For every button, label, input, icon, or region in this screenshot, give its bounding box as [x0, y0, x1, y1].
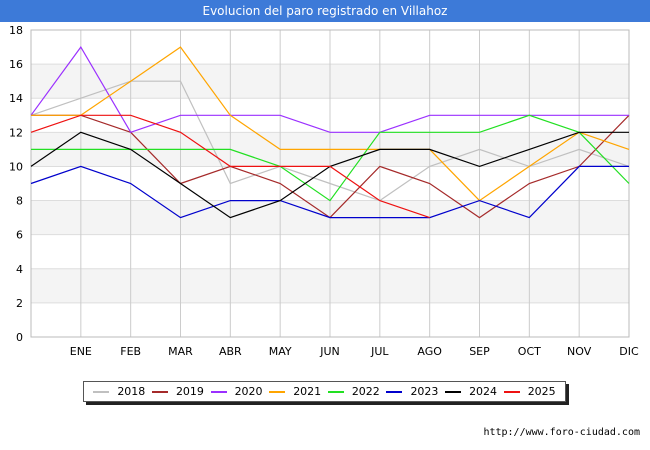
x-tick-label: NOV [567, 345, 592, 358]
legend-swatch [93, 390, 110, 393]
y-tick-label: 2 [16, 297, 23, 310]
legend-swatch [386, 390, 403, 393]
x-tick-label: JUN [319, 345, 340, 358]
legend-item-2022: 2022 [327, 385, 380, 398]
legend-item-2023: 2023 [386, 385, 438, 398]
footer-url[interactable]: http://www.foro-ciudad.com [483, 427, 640, 438]
legend-item-2018: 2018 [93, 385, 145, 398]
legend-label: 2021 [293, 385, 322, 398]
legend-label: 2019 [175, 385, 204, 398]
x-tick-label: OCT [518, 345, 541, 358]
y-tick-label: 12 [9, 126, 23, 139]
x-tick-label: AGO [417, 345, 442, 358]
x-tick-label: ENE [70, 345, 92, 358]
legend-item-2024: 2024 [445, 385, 497, 398]
legend-label: 2018 [117, 385, 146, 398]
y-tick-label: 4 [16, 263, 23, 276]
y-tick-label: 18 [9, 24, 23, 37]
x-tick-label: MAR [168, 345, 193, 358]
x-tick-label: ABR [219, 345, 242, 358]
series-line-2023 [30, 165, 629, 219]
series-line-2021 [31, 46, 630, 202]
chart-legend: 2018 2019 2020 2021 2022 2023 2024 2025 [83, 381, 566, 402]
y-tick-label: 0 [16, 331, 23, 344]
legend-item-2021: 2021 [269, 385, 321, 398]
legend-label: 2020 [234, 385, 263, 398]
legend-label: 2022 [351, 385, 380, 398]
legend-swatch [445, 390, 462, 393]
y-tick-label: 14 [9, 92, 23, 105]
x-tick-label: SEP [469, 345, 490, 358]
y-tick-label: 6 [16, 229, 23, 242]
legend-item-2019: 2019 [151, 385, 204, 398]
series-line-2025 [30, 114, 430, 219]
x-tick-label: MAY [269, 345, 292, 358]
y-tick-label: 10 [9, 160, 23, 173]
legend-item-2025: 2025 [503, 385, 556, 398]
legend-label: 2023 [410, 385, 439, 398]
x-tick-label: DIC [619, 345, 639, 358]
y-tick-label: 8 [16, 195, 23, 208]
legend-swatch [503, 390, 520, 393]
legend-item-2020: 2020 [210, 385, 263, 398]
x-tick-label: JUL [370, 345, 389, 358]
legend-swatch [210, 390, 227, 393]
x-tick-label: FEB [120, 345, 141, 358]
y-tick-label: 16 [9, 58, 23, 71]
legend-swatch [327, 390, 344, 393]
legend-swatch [151, 390, 168, 393]
legend-label: 2024 [469, 385, 498, 398]
chart-title: Evolucion del paro registrado en Villaho… [0, 0, 650, 22]
legend-label: 2025 [527, 385, 556, 398]
legend-swatch [269, 390, 286, 393]
